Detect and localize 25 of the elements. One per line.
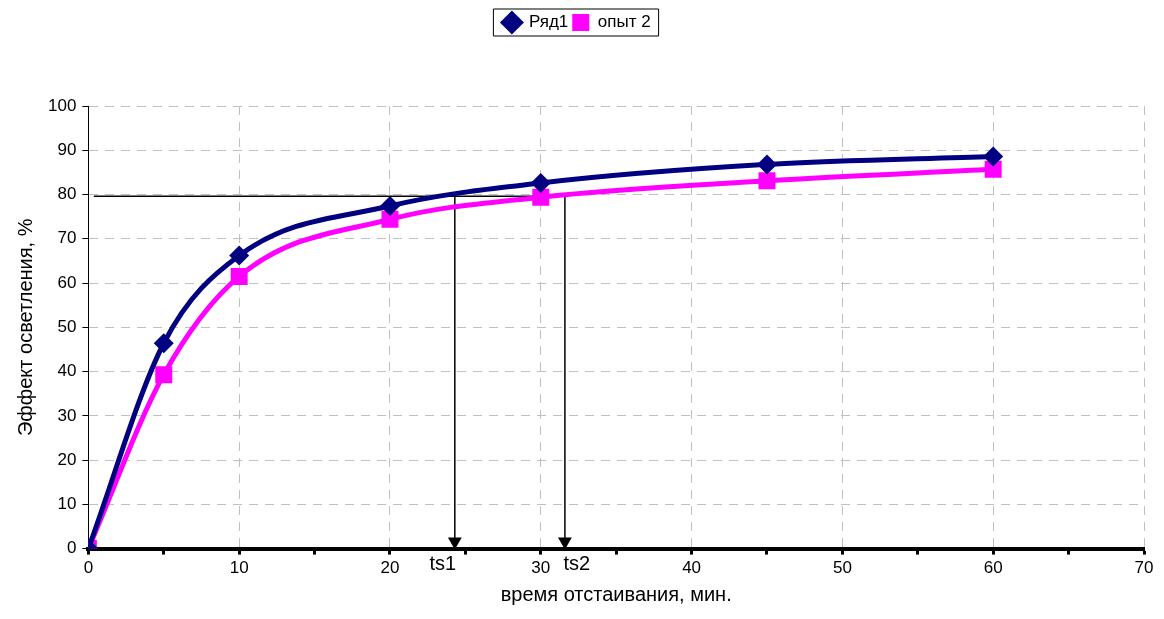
y-tick-label: 50: [57, 316, 77, 336]
x-tick-label: 20: [380, 558, 400, 578]
y-tick-label: 70: [57, 228, 77, 248]
y-tick-label: 80: [57, 184, 77, 204]
y-tick-label: 30: [57, 405, 77, 425]
legend-label: опыт 2: [597, 12, 651, 32]
y-axis-title: Эффект осветления, %: [13, 218, 36, 437]
text: ts2: [563, 552, 591, 575]
x-tick-label: 0: [83, 558, 94, 578]
x-tick-label: 10: [229, 558, 249, 578]
x-tick-label: 40: [682, 558, 702, 578]
y-tick-label: 90: [57, 139, 77, 159]
y-tick-label: 60: [57, 272, 77, 292]
x-tick-label: 60: [983, 558, 1003, 578]
x-tick-label: 30: [531, 558, 551, 578]
y-tick-label: 10: [57, 494, 77, 514]
x-tick-label: 70: [1134, 558, 1154, 578]
legend-label: Ряд1: [528, 12, 569, 32]
text: ts1: [429, 552, 457, 575]
y-tick-label: 100: [47, 95, 77, 115]
x-tick-label: 50: [832, 558, 852, 578]
y-tick-label: 20: [57, 449, 77, 469]
y-tick-label: 40: [57, 361, 77, 381]
x-axis-title: время отстаивания, мин.: [500, 582, 732, 605]
y-tick-label: 0: [66, 538, 77, 558]
